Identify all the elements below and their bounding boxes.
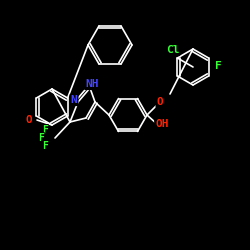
Text: NH: NH: [85, 79, 99, 89]
Text: O: O: [156, 97, 164, 107]
Text: F: F: [38, 133, 44, 143]
Text: Cl: Cl: [166, 45, 179, 55]
Text: N: N: [71, 95, 78, 105]
Text: F: F: [42, 125, 48, 135]
Text: OH: OH: [155, 119, 169, 129]
Text: F: F: [215, 61, 222, 71]
Text: F: F: [42, 141, 48, 151]
Text: O: O: [26, 115, 32, 125]
